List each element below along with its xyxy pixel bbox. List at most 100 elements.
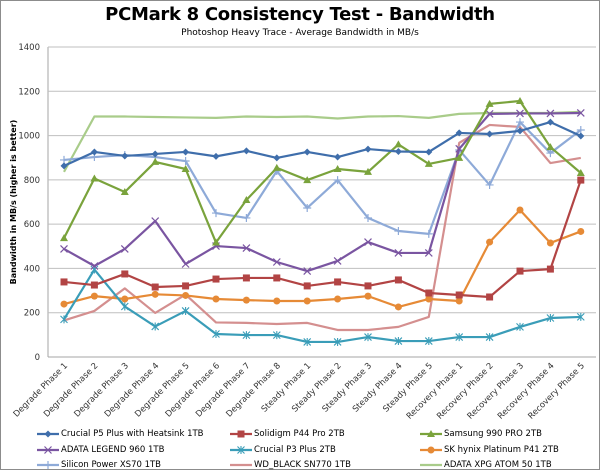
legend-item: Crucial P5 Plus with Heatsink 1TB: [37, 427, 204, 441]
data-point: [303, 267, 312, 276]
series-line: [63, 120, 582, 167]
legend-label: Samsung 990 PRO 2TB: [444, 429, 542, 439]
y-tick-label: 1000: [18, 132, 40, 142]
data-point: [151, 150, 159, 158]
data-point: [182, 282, 190, 290]
data-point: [333, 165, 342, 173]
data-point: [212, 275, 220, 283]
series-line: [63, 120, 582, 235]
series-line: [63, 123, 581, 332]
legend-label: WD_BLACK SN770 1TB: [254, 460, 351, 470]
data-point: [425, 295, 433, 303]
data-point: [486, 293, 494, 301]
data-point: [242, 331, 251, 340]
data-point: [303, 176, 312, 184]
data-point: [242, 274, 250, 282]
series-adata-xpg-atom-50-1tb: [63, 110, 581, 173]
legend-swatch: [230, 445, 252, 454]
data-point: [242, 147, 250, 155]
data-point: [182, 148, 190, 156]
data-point: [333, 256, 342, 265]
data-point: [334, 295, 342, 303]
data-point: [181, 165, 190, 173]
data-point: [151, 283, 159, 291]
data-point: [273, 154, 281, 162]
data-point: [455, 297, 463, 305]
data-point: [303, 297, 311, 305]
data-point: [424, 249, 433, 257]
x-tick-label: Recovery Phase 4: [496, 361, 557, 422]
data-point: [60, 278, 68, 286]
legend-label: Solidigm P44 Pro 2TB: [254, 429, 345, 439]
data-point: [576, 109, 585, 117]
data-point: [516, 267, 524, 275]
data-point: [181, 306, 190, 315]
data-point: [546, 118, 554, 126]
data-point: [237, 445, 245, 454]
data-point: [273, 274, 281, 282]
data-point: [151, 322, 160, 331]
data-point: [272, 258, 281, 266]
x-tick-label: Degrade Phase 8: [224, 361, 282, 419]
data-point: [424, 159, 433, 167]
data-point: [394, 148, 402, 156]
legend-item: Silicon Power XS70 1TB: [37, 458, 161, 472]
x-tick-label: Degrade Phase 5: [133, 361, 191, 419]
x-tick-label: Recovery Phase 3: [466, 361, 527, 422]
data-point: [485, 333, 494, 342]
data-point: [516, 127, 524, 135]
legend-item: Crucial P3 Plus 2TB: [230, 443, 336, 457]
data-point: [577, 176, 585, 184]
series-line: [63, 208, 582, 309]
data-point: [121, 152, 129, 160]
data-point: [364, 145, 372, 153]
data-point: [394, 227, 403, 236]
data-point: [151, 217, 160, 225]
data-point: [333, 176, 342, 185]
data-point: [485, 180, 494, 189]
legend-item: SK hynix Platinum P41 2TB: [420, 443, 559, 457]
data-point: [394, 249, 403, 257]
legend-item: ADATA LEGEND 960 1TB: [37, 443, 164, 457]
y-tick-label: 1400: [18, 43, 40, 53]
x-tick-label: Degrade Phase 6: [164, 361, 222, 419]
series-group: [60, 97, 585, 346]
data-point: [425, 148, 433, 156]
data-point: [212, 295, 220, 303]
legend-item: Solidigm P44 Pro 2TB: [230, 427, 345, 441]
data-point: [577, 132, 585, 140]
x-tick-label: Degrade Phase 7: [194, 361, 252, 419]
data-point: [242, 213, 251, 222]
data-point: [576, 168, 585, 176]
data-point: [427, 430, 435, 437]
legend-swatch: [37, 445, 59, 454]
gridlines: [47, 46, 596, 358]
data-point: [364, 167, 372, 175]
legend-swatch: [37, 461, 59, 469]
data-point: [303, 282, 311, 290]
series-sk-hynix-platinum-p41-2tb: [60, 206, 585, 311]
y-tick-label: 200: [24, 309, 40, 319]
data-point: [427, 446, 435, 453]
data-point: [273, 297, 281, 305]
data-point: [577, 227, 585, 235]
legend-label: SK hynix Platinum P41 2TB: [444, 444, 559, 455]
data-point: [546, 143, 555, 151]
line-chart: 0 200 400 600 800 1000 1200 1400 Degrade Phase …: [9, 43, 596, 422]
data-point: [242, 196, 251, 204]
chart-subtitle: Photoshop Heavy Trace - Average Bandwidt…: [181, 28, 419, 38]
data-point: [364, 238, 372, 247]
series-samsung-990-pro-2tb: [60, 97, 585, 246]
data-point: [455, 144, 464, 153]
data-point: [364, 292, 372, 300]
data-point: [44, 461, 52, 469]
series-crucial-p3-plus-2tb: [60, 265, 585, 346]
data-point: [455, 333, 464, 342]
data-point: [546, 149, 555, 158]
legend-item: ADATA XPG ATOM 50 1TB: [420, 458, 552, 472]
legend-label: ADATA LEGEND 960 1TB: [61, 444, 165, 455]
data-point: [212, 238, 220, 246]
legend-swatch: [420, 463, 442, 467]
y-axis-ticks: 0 200 400 600 800 1000 1200 1400: [18, 43, 40, 363]
